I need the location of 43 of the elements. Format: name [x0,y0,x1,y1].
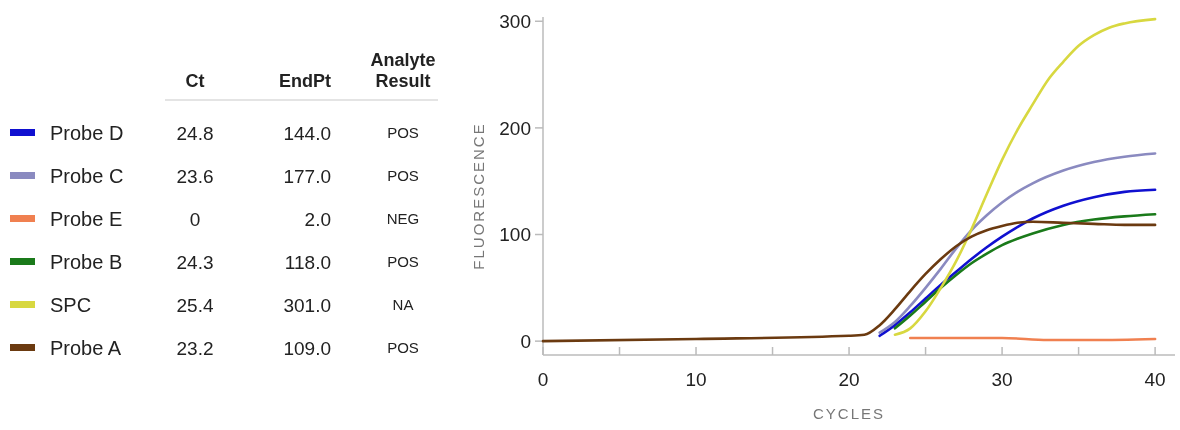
text: POS [387,339,419,357]
text: Analyte Result [370,50,436,91]
y-axis-title: FLUORESCENCE [470,122,487,270]
x-axis-title: CYCLES [813,405,886,422]
y-tick-label: 300 [499,10,531,32]
line-series [893,17,1157,337]
text: POS [387,124,419,142]
text: NEG [386,210,420,228]
line-series [878,188,1157,338]
text: 144.0 [283,122,331,144]
text: 23.6 [176,165,214,187]
y-tick-label: 200 [499,117,531,139]
x-tick-label: 30 [991,369,1013,390]
line-series [893,212,1157,330]
text: Ct [185,71,205,91]
x-tick-label: 40 [1144,369,1166,390]
x-tick-label: 20 [838,369,860,390]
line-series [878,152,1157,334]
text: 24.8 [176,122,214,144]
y-tick-label: 100 [499,224,531,246]
text: NA [392,296,414,314]
text: 25.4 [176,294,214,316]
text: EndPt [279,71,331,91]
legend-label: Probe A [50,337,122,359]
legend-label: Probe B [50,251,123,273]
text: 24.3 [176,251,214,273]
text: 2.0 [304,208,331,230]
text: POS [387,253,419,271]
x-tick-label: 10 [685,369,707,390]
x-tick-label: 0 [537,369,549,390]
text: 0 [189,208,201,230]
line-series [541,220,1157,343]
legend-label: Probe C [50,165,124,187]
text: 301.0 [283,294,331,316]
text: 177.0 [283,165,331,187]
legend-label: Probe D [50,122,124,144]
text: 109.0 [283,337,331,359]
text: POS [387,167,419,185]
legend-label: SPC [50,294,92,316]
text: 23.2 [176,337,214,359]
y-tick-label: 0 [520,330,531,352]
text: 118.0 [284,251,331,273]
legend-label: Probe E [50,208,123,230]
